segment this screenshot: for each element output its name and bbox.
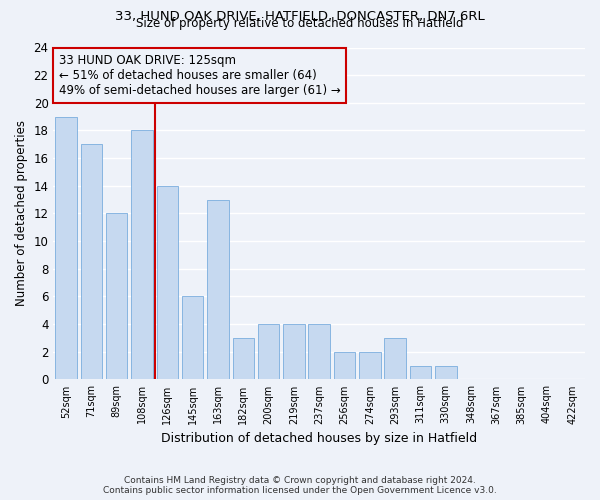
Bar [258,324,280,380]
Text: 33, HUND OAK DRIVE, HATFIELD, DONCASTER, DN7 6RL: 33, HUND OAK DRIVE, HATFIELD, DONCASTER,… [115,10,485,23]
Bar [55,116,77,380]
Bar [334,352,355,380]
Bar [410,366,431,380]
Bar [385,338,406,380]
Bar [80,144,102,380]
Bar [435,366,457,380]
Bar [157,186,178,380]
Text: Contains HM Land Registry data © Crown copyright and database right 2024.
Contai: Contains HM Land Registry data © Crown c… [103,476,497,495]
Text: 33 HUND OAK DRIVE: 125sqm
← 51% of detached houses are smaller (64)
49% of semi-: 33 HUND OAK DRIVE: 125sqm ← 51% of detac… [59,54,340,97]
Y-axis label: Number of detached properties: Number of detached properties [15,120,28,306]
Bar [359,352,380,380]
Bar [283,324,305,380]
Bar [182,296,203,380]
Text: Size of property relative to detached houses in Hatfield: Size of property relative to detached ho… [136,18,464,30]
Bar [308,324,330,380]
X-axis label: Distribution of detached houses by size in Hatfield: Distribution of detached houses by size … [161,432,477,445]
Bar [207,200,229,380]
Bar [106,214,127,380]
Bar [233,338,254,380]
Bar [131,130,153,380]
